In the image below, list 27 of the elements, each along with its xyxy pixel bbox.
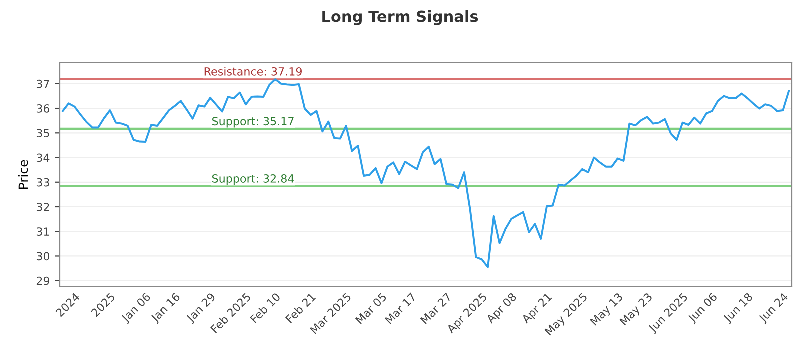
x-tick-label: Apr 08 [486, 292, 519, 326]
y-axis-title: Price [18, 160, 28, 190]
y-tick-label: 29 [36, 276, 50, 286]
y-tick-label: 35 [36, 129, 50, 138]
ref-line-label: Support: 32.84 [212, 174, 294, 186]
x-tick-label: Jun 24 [758, 292, 790, 325]
y-tick-label: 37 [36, 80, 50, 88]
y-tick-label: 31 [36, 228, 50, 236]
y-tick-label: 32 [36, 202, 50, 212]
x-tick-label: Jan 06 [120, 292, 153, 324]
x-tick-label: Mar 27 [420, 292, 452, 324]
x-tick-label: Jun 06 [687, 292, 720, 325]
ref-line-label: Support: 35.17 [212, 117, 294, 128]
y-tick-label: 34 [36, 154, 50, 162]
chart-title: Long Term Signals [322, 10, 478, 26]
x-tick-label: Apr 21 [521, 292, 554, 326]
x-tick-label: Jan 29 [186, 292, 218, 324]
x-tick-label: Jan 16 [150, 292, 182, 324]
x-tick-label: Jun 18 [722, 292, 755, 325]
x-tick-label: Feb 10 [250, 292, 282, 324]
y-tick-label: 30 [36, 252, 50, 261]
ref-line-label: Resistance: 37.19 [204, 67, 302, 76]
x-tick-label: Mar 17 [384, 292, 417, 324]
line-series [62, 78, 790, 268]
y-tick-label: 33 [36, 178, 50, 187]
y-tick-label: 36 [36, 104, 50, 113]
x-tick-label: Feb 21 [285, 292, 316, 324]
